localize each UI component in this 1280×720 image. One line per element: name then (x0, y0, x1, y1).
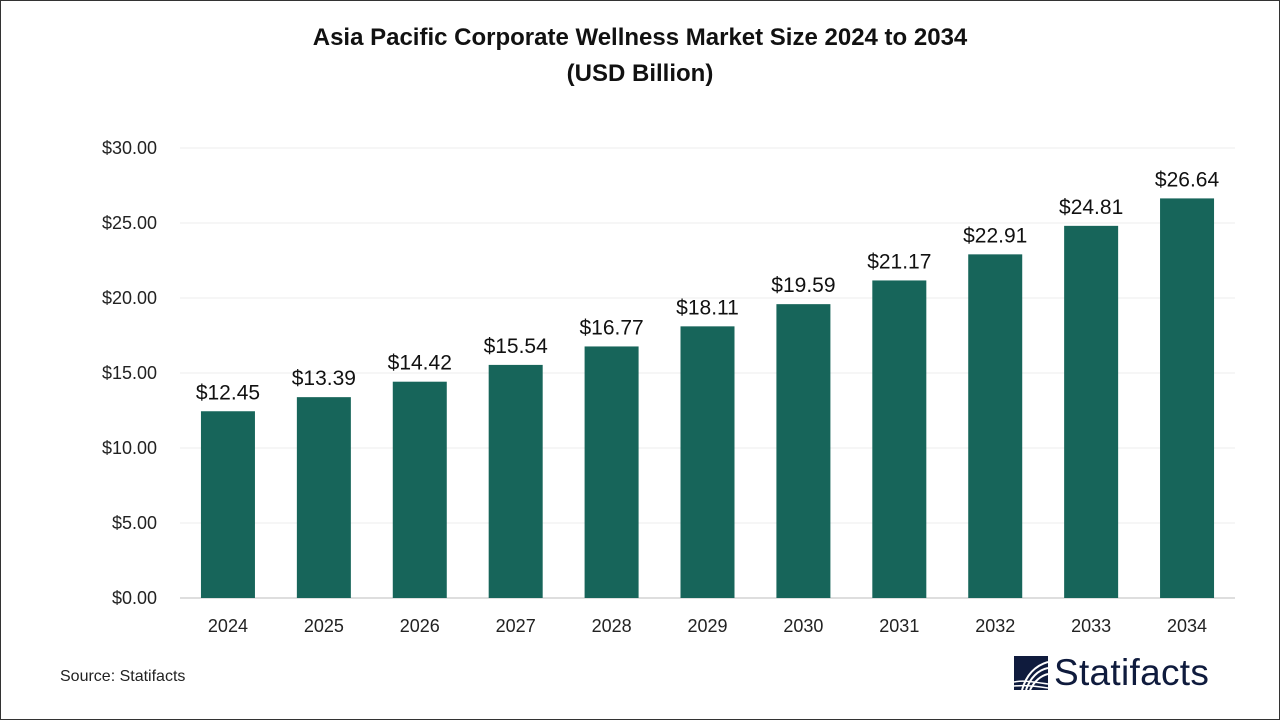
x-tick-label: 2027 (496, 616, 536, 636)
data-label: $18.11 (676, 296, 739, 319)
chart-title: Asia Pacific Corporate Wellness Market S… (312, 24, 968, 51)
x-tick-label: 2033 (1071, 616, 1111, 636)
bar (584, 346, 639, 598)
statifacts-logo-icon (1014, 656, 1048, 690)
y-tick-label: $0.00 (112, 588, 157, 608)
x-tick-label: 2026 (400, 616, 440, 636)
y-tick-label: $15.00 (102, 363, 157, 383)
bar (968, 254, 1023, 598)
x-tick-label: 2028 (592, 616, 632, 636)
x-tick-label: 2029 (687, 616, 727, 636)
bar (1064, 225, 1119, 598)
data-label: $21.17 (867, 250, 931, 273)
data-label: $15.54 (484, 335, 549, 358)
x-tick-label: 2030 (783, 616, 823, 636)
bar (776, 304, 831, 598)
bar (296, 397, 351, 598)
data-label: $22.91 (963, 224, 1027, 247)
bar (200, 411, 255, 598)
data-label: $16.77 (579, 316, 643, 339)
x-tick-label: 2024 (208, 616, 248, 636)
x-tick-label: 2032 (975, 616, 1015, 636)
y-tick-label: $10.00 (102, 438, 157, 458)
source-note: Source: Statifacts (60, 668, 186, 685)
data-label: $26.64 (1155, 168, 1220, 191)
data-label: $14.42 (388, 352, 452, 375)
statifacts-logo: Statifacts (1014, 652, 1209, 694)
y-tick-label: $25.00 (102, 213, 157, 233)
data-label: $12.45 (196, 381, 260, 404)
x-tick-label: 2031 (879, 616, 919, 636)
y-tick-label: $20.00 (102, 288, 157, 308)
logo-text: Statifacts (1054, 652, 1210, 693)
bar (488, 364, 543, 598)
data-label: $19.59 (771, 274, 835, 297)
bar (872, 280, 927, 598)
x-tick-label: 2025 (304, 616, 344, 636)
data-label: $24.81 (1059, 196, 1123, 219)
chart-subtitle: (USD Billion) (566, 60, 714, 87)
data-label: $13.39 (292, 367, 356, 390)
bar (1160, 198, 1215, 598)
x-tick-label: 2034 (1167, 616, 1207, 636)
bar (680, 326, 735, 598)
y-tick-label: $5.00 (112, 513, 157, 533)
bar (392, 381, 447, 598)
y-tick-label: $30.00 (102, 138, 157, 158)
